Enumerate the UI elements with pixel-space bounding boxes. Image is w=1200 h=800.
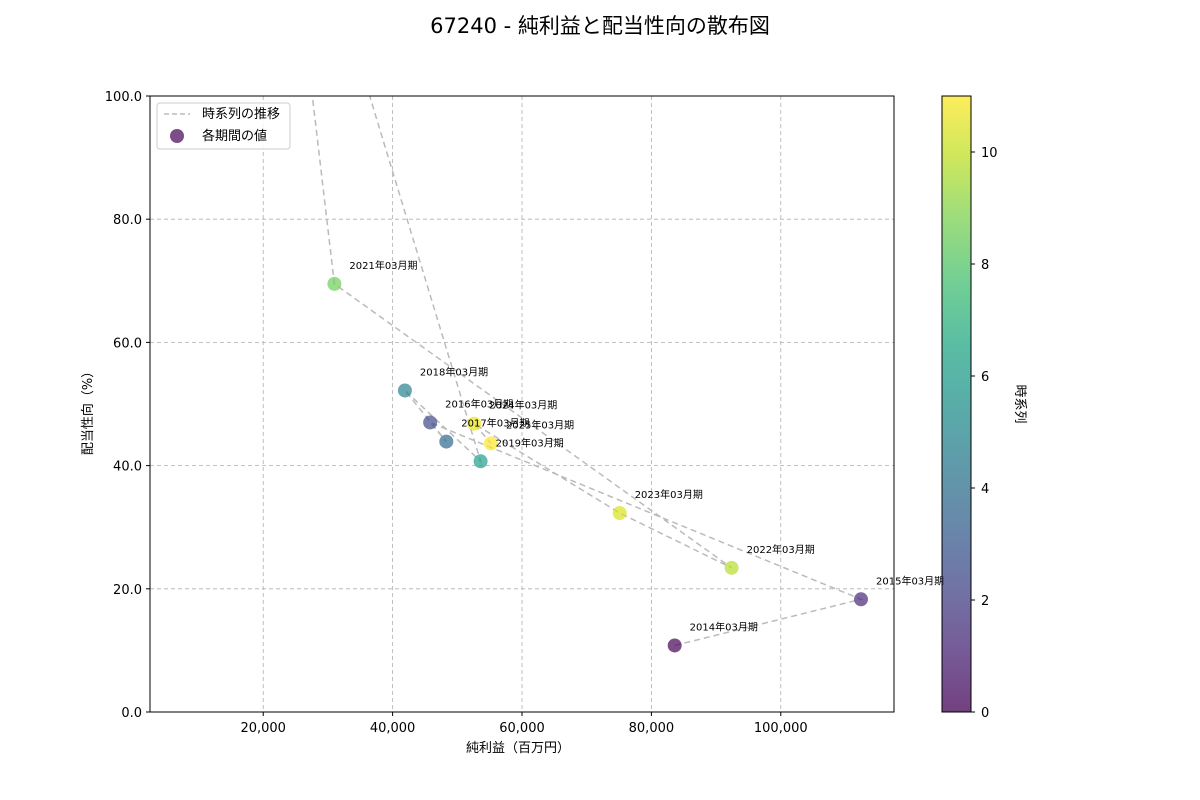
- legend-line-label: 時系列の推移: [202, 107, 280, 122]
- data-point: [327, 276, 342, 291]
- colorbar-frame: [941, 95, 972, 713]
- grid-lines: [150, 95, 894, 713]
- point-annotation: 2025年03月期: [506, 418, 574, 431]
- colorbar-tick-label: 10: [981, 146, 998, 161]
- point-annotation: 2019年03月期: [496, 436, 564, 449]
- data-point: [439, 434, 454, 449]
- colorbar-label: 時系列: [1012, 384, 1027, 423]
- data-point: [612, 506, 627, 521]
- point-annotation: 2017年03月期: [461, 417, 529, 430]
- chart-title: 67240 - 純利益と配当性向の散布図: [430, 14, 770, 38]
- y-tick-label: 0.0: [121, 706, 142, 721]
- data-point: [483, 436, 498, 451]
- data-point: [473, 454, 488, 469]
- data-point: [724, 560, 739, 575]
- y-tick-label: 80.0: [113, 213, 142, 228]
- point-annotation: 2023年03月期: [635, 488, 703, 501]
- colorbar-tick-label: 2: [981, 594, 989, 609]
- y-tick-label: 40.0: [113, 460, 142, 475]
- point-annotation: 2021年03月期: [349, 259, 417, 272]
- x-axis-label: 純利益（百万円）: [466, 741, 570, 756]
- point-annotation: 2014年03月期: [690, 620, 758, 633]
- colorbar-tick-label: 0: [981, 706, 989, 721]
- point-annotation: 2016年03月期: [445, 397, 513, 410]
- x-tick-label: 100,000: [754, 721, 808, 736]
- colorbar-tick-label: 6: [981, 370, 989, 385]
- colorbar-gradient: [942, 96, 971, 712]
- data-point: [397, 383, 412, 398]
- legend: 時系列の推移 各期間の値: [156, 102, 291, 150]
- x-tick-label: 40,000: [370, 721, 416, 736]
- point-layer: [327, 276, 869, 653]
- x-tick-label: 60,000: [499, 721, 545, 736]
- data-point: [667, 638, 682, 653]
- point-annotation: 2015年03月期: [876, 574, 944, 587]
- colorbar-ticks: 0 2 4 6 8 10: [971, 146, 998, 721]
- annotation-layer: 2014年03月期 2015年03月期 2016年03月期 2017年03月期 2018…: [349, 259, 944, 634]
- y-ticks: 0.0 20.0 40.0 60.0 80.0 100.0: [105, 90, 150, 721]
- x-ticks: 20,000 40,000 60,000 80,000 100,000: [240, 712, 808, 736]
- legend-box: [156, 102, 291, 150]
- y-tick-label: 60.0: [113, 336, 142, 351]
- colorbar: 0 2 4 6 8 10 時系列: [941, 95, 1027, 721]
- legend-points-label: 各期間の値: [202, 128, 267, 144]
- colorbar-tick-label: 4: [981, 482, 989, 497]
- point-annotation: 2022年03月期: [747, 543, 815, 556]
- y-tick-label: 20.0: [113, 583, 142, 598]
- data-point: [423, 415, 438, 430]
- data-point: [854, 592, 869, 607]
- x-tick-label: 80,000: [629, 721, 675, 736]
- point-annotation: 2018年03月期: [420, 365, 488, 378]
- trend-line-layer: [311, 96, 864, 647]
- y-tick-label: 100.0: [105, 90, 142, 105]
- point-annotation: 2024年03月期: [489, 399, 557, 412]
- colorbar-tick-label: 8: [981, 258, 989, 273]
- y-axis-label: 配当性向（%）: [80, 365, 96, 455]
- x-tick-label: 20,000: [240, 721, 286, 736]
- legend-point-swatch: [170, 129, 184, 143]
- trend-line: [311, 96, 864, 647]
- data-point: [467, 416, 482, 431]
